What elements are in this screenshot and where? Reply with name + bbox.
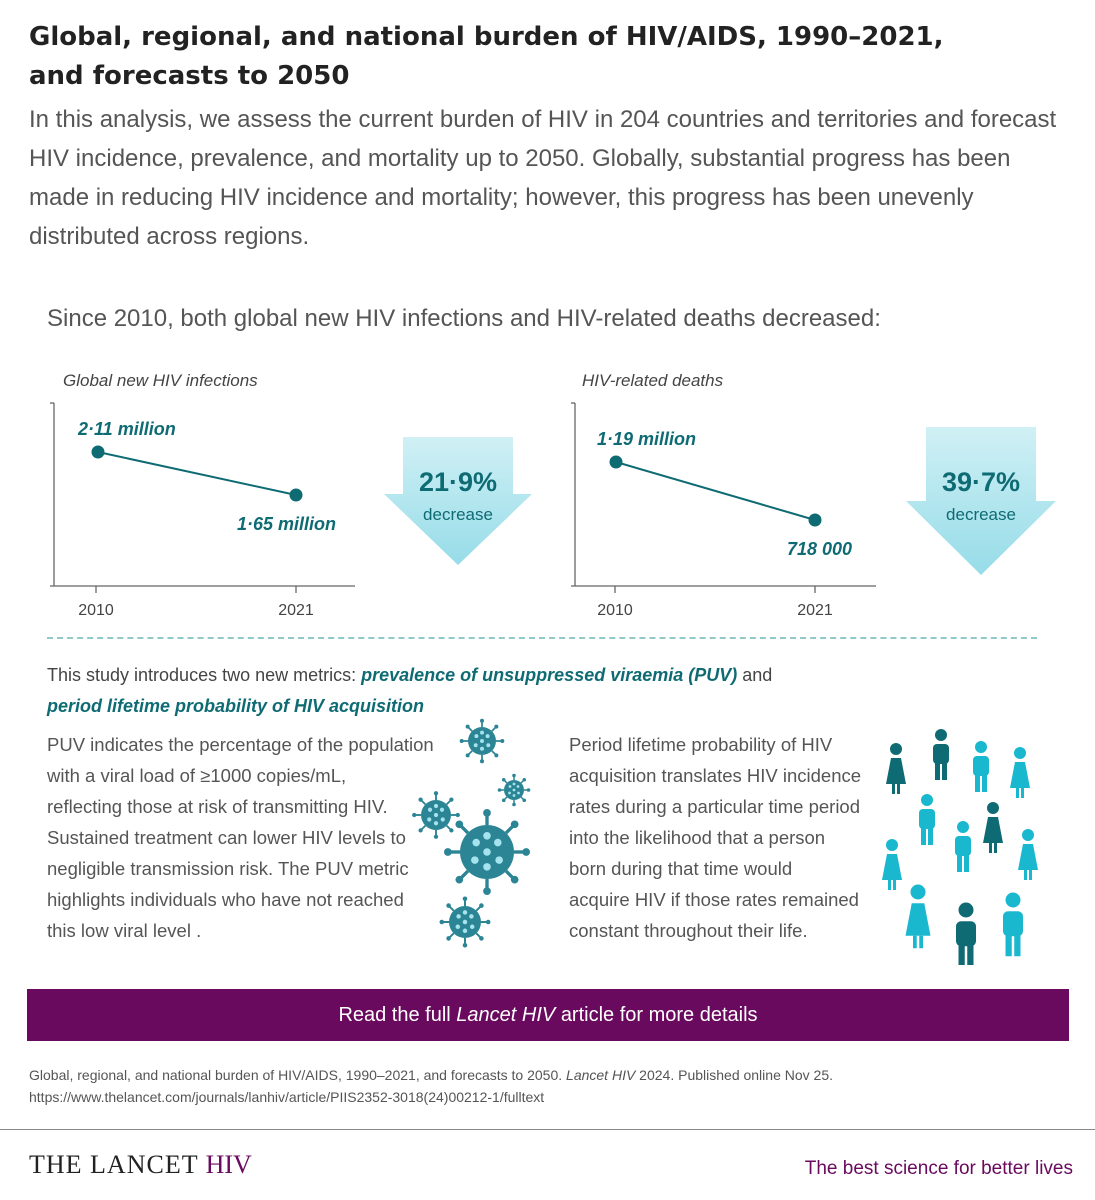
down-arrow-icon (906, 427, 1056, 575)
chart1-label-2010: 2·11 million (77, 419, 176, 439)
puv-line: PUV indicates the percentage of the popu… (47, 734, 434, 755)
virus-illustration (412, 718, 531, 948)
puv-line: this low viral level . (47, 920, 202, 941)
person-icon (983, 802, 1003, 853)
chart1-series-line (97, 451, 297, 496)
chart2-title: HIV-related deaths (582, 371, 724, 390)
person-icon (955, 821, 971, 872)
people-illustration (882, 729, 1038, 965)
virus-icon (443, 808, 531, 896)
person-icon (1010, 747, 1030, 798)
brand-hiv: HIV (205, 1150, 252, 1179)
lancet-hiv-logo: THE LANCET HIV (29, 1150, 252, 1180)
person-icon (933, 729, 949, 780)
period-line: into the likelihood that a person (569, 827, 826, 848)
citation: Global, regional, and national burden of… (29, 1064, 1069, 1108)
person-icon (886, 743, 906, 794)
chart2-change-value: 39·7% (941, 467, 1021, 497)
chart1-title: Global new HIV infections (63, 371, 258, 390)
title-line-1: Global, regional, and national burden of… (29, 22, 944, 52)
person-icon (905, 884, 931, 949)
period-line: constant throughout their life. (569, 920, 808, 941)
chart2-xtick-2021: 2021 (797, 602, 833, 619)
citation-journal: Lancet HIV (566, 1067, 636, 1083)
title-line-2: and forecasts to 2050 (29, 61, 350, 91)
virus-icon (439, 896, 491, 948)
chart2-xtick-2010: 2010 (597, 602, 633, 619)
puv-line: with a viral load of ≥1000 copies/mL, (47, 765, 347, 786)
intro-paragraph: In this analysis, we assess the current … (29, 106, 1057, 250)
slogan: The best science for better lives (804, 1158, 1073, 1179)
period-line: acquire HIV if those rates remained (569, 889, 859, 910)
person-icon (1018, 829, 1038, 880)
metrics-intro: This study introduces two new metrics: p… (47, 660, 1007, 722)
period-line: born during that time would (569, 858, 793, 879)
puv-description: PUV indicates the percentage of the popu… (47, 729, 447, 946)
puv-line: reflecting those at risk of transmitting… (47, 796, 388, 817)
chart1-plot: 2010 2021 2·11 million 1·65 million (50, 402, 355, 619)
period-line: acquisition translates HIV incidence (569, 765, 862, 786)
person-icon (1003, 892, 1023, 957)
footer-rule (0, 1129, 1095, 1130)
chart2-series-line (615, 461, 816, 521)
chart2-decrease-arrow: 39·7% decrease (906, 427, 1056, 575)
chart2-label-2021: 718 000 (787, 539, 852, 559)
since-heading: Since 2010, both global new HIV infectio… (47, 305, 881, 332)
chart1-change-value: 21·9% (418, 467, 498, 497)
read-article-banner[interactable]: Read the full Lancet HIV article for mor… (27, 989, 1069, 1041)
chart2-point-2010 (609, 455, 623, 469)
citation-prefix: Global, regional, and national burden of… (29, 1067, 567, 1083)
puv-line: Sustained treatment can lower HIV levels… (47, 827, 406, 848)
citation-url[interactable]: https://www.thelancet.com/journals/lanhi… (29, 1089, 545, 1105)
down-arrow-icon (384, 437, 532, 565)
period-line: Period lifetime probability of HIV (569, 734, 833, 755)
person-icon (919, 794, 935, 845)
banner-suffix: article for more details (560, 1003, 758, 1026)
chart1-label-2021: 1·65 million (237, 514, 336, 534)
chart1-point-2010 (91, 445, 105, 459)
puv-line: highlights individuals who have not reac… (47, 889, 404, 910)
page-title: Global, regional, and national burden of… (29, 18, 1029, 96)
metrics-intro-prefix: This study introduces two new metrics: (47, 665, 362, 685)
chart1-decrease-arrow: 21·9% decrease (384, 437, 532, 565)
chart1-change-label: decrease (423, 505, 493, 524)
person-icon (882, 839, 902, 890)
banner-journal: Lancet HIV (456, 1003, 556, 1026)
citation-suffix: 2024. Published online Nov 25. (635, 1067, 833, 1083)
metric-puv-name: prevalence of unsuppressed viraemia (PUV… (361, 665, 738, 685)
chart1-xtick-2021: 2021 (278, 602, 314, 619)
virus-icon (459, 718, 505, 764)
chart2-label-2010: 1·19 million (597, 429, 696, 449)
chart2-plot: 2010 2021 1·19 million 718 000 (571, 402, 876, 619)
chart1-xtick-2010: 2010 (78, 602, 114, 619)
period-line: rates during a particular time period (569, 796, 861, 817)
chart2-point-2021 (808, 513, 822, 527)
person-icon (956, 902, 976, 965)
chart2-change-label: decrease (946, 505, 1016, 524)
person-icon (973, 741, 989, 792)
virus-icon (412, 791, 460, 839)
section-divider (47, 637, 1037, 639)
metrics-joiner: and (737, 665, 773, 685)
banner-prefix: Read the full (338, 1003, 451, 1026)
virus-icon (497, 773, 531, 807)
period-description: Period lifetime probability of HIV acqui… (569, 729, 879, 946)
brand-main: THE LANCET (29, 1150, 206, 1179)
puv-line: negligible transmission risk. The PUV me… (47, 858, 409, 879)
metric-period-name: period lifetime probability of HIV acqui… (47, 696, 425, 716)
chart1-point-2021 (289, 488, 303, 502)
